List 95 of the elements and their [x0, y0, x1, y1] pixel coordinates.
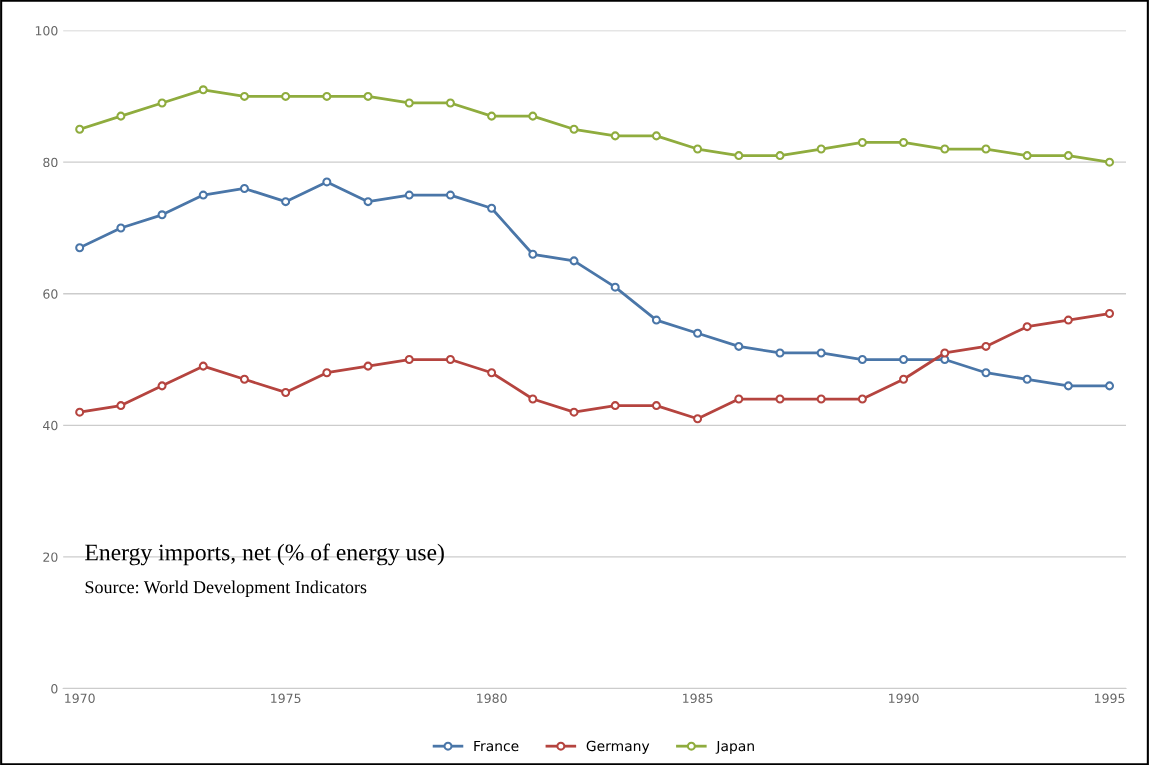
point	[693, 144, 703, 154]
x-tick-label: 1990	[889, 693, 919, 704]
point	[899, 137, 909, 147]
point	[363, 197, 373, 207]
point	[693, 328, 703, 338]
x-tick-label: 1970	[65, 693, 95, 704]
point	[816, 348, 826, 358]
point	[940, 144, 950, 154]
point	[569, 124, 579, 134]
point	[528, 111, 538, 121]
point	[816, 394, 826, 404]
point	[116, 111, 126, 121]
point	[363, 91, 373, 101]
legend-label: Germany	[586, 740, 650, 754]
point	[775, 151, 785, 161]
point	[569, 407, 579, 417]
point	[1022, 151, 1032, 161]
y-tick-label: 20	[43, 552, 58, 562]
point	[940, 355, 950, 365]
point	[1105, 381, 1115, 391]
point	[322, 368, 332, 378]
point	[528, 249, 538, 259]
point	[363, 361, 373, 371]
point	[857, 355, 867, 365]
point	[1022, 374, 1032, 384]
y-tick-label: 40	[43, 420, 58, 431]
point	[981, 368, 991, 378]
point	[569, 256, 579, 266]
point	[116, 401, 126, 411]
point	[1063, 381, 1073, 391]
point	[404, 98, 414, 108]
y-tick-label: 100	[35, 26, 58, 36]
point	[899, 355, 909, 365]
point	[981, 144, 991, 154]
point	[816, 144, 826, 154]
point	[404, 190, 414, 200]
point	[322, 177, 332, 187]
point	[157, 210, 167, 220]
point	[281, 197, 291, 207]
legend-label: Japan	[715, 740, 754, 754]
point	[857, 137, 867, 147]
point	[1105, 157, 1115, 167]
point	[610, 282, 620, 292]
point	[693, 414, 703, 424]
point	[775, 394, 785, 404]
point	[281, 387, 291, 397]
point	[899, 374, 909, 384]
point	[651, 315, 661, 325]
y-tick-label: 0	[51, 683, 58, 694]
point	[239, 183, 249, 194]
point	[610, 131, 620, 141]
x-tick-label: 1985	[683, 693, 713, 704]
point	[1063, 151, 1073, 161]
x-tick-label: 1995	[1095, 693, 1125, 704]
point	[75, 243, 85, 253]
text: Energy imports, net (% of energy use)	[85, 543, 444, 566]
point	[239, 374, 249, 384]
point	[281, 91, 291, 101]
point	[651, 401, 661, 411]
point	[940, 348, 950, 358]
legend-label: France	[474, 740, 519, 752]
point	[775, 348, 785, 358]
point	[487, 111, 497, 121]
y-tick-label: 80	[43, 157, 58, 168]
point	[239, 91, 249, 101]
x-tick-label: 1980	[477, 693, 507, 704]
point	[734, 341, 744, 351]
point	[610, 401, 620, 411]
point	[445, 190, 455, 200]
point	[75, 407, 85, 417]
point	[487, 368, 497, 378]
point	[157, 98, 167, 108]
point	[445, 98, 455, 108]
point	[857, 394, 867, 404]
point	[1105, 308, 1115, 319]
point	[1022, 322, 1032, 332]
point	[1063, 315, 1073, 325]
point	[487, 203, 497, 213]
point	[198, 190, 208, 200]
point	[445, 355, 455, 365]
point	[322, 91, 332, 101]
point	[404, 355, 414, 365]
point	[157, 381, 167, 391]
point	[528, 394, 538, 404]
point	[651, 131, 661, 141]
point	[198, 361, 208, 371]
point	[734, 394, 744, 404]
point	[116, 223, 126, 233]
point	[981, 341, 991, 351]
point	[75, 124, 85, 134]
y-tick-label: 60	[43, 289, 58, 299]
x-tick-label: 1975	[271, 693, 301, 704]
point	[198, 85, 208, 95]
point	[734, 151, 744, 161]
annotation: Source: World Development Indicators	[85, 580, 367, 597]
